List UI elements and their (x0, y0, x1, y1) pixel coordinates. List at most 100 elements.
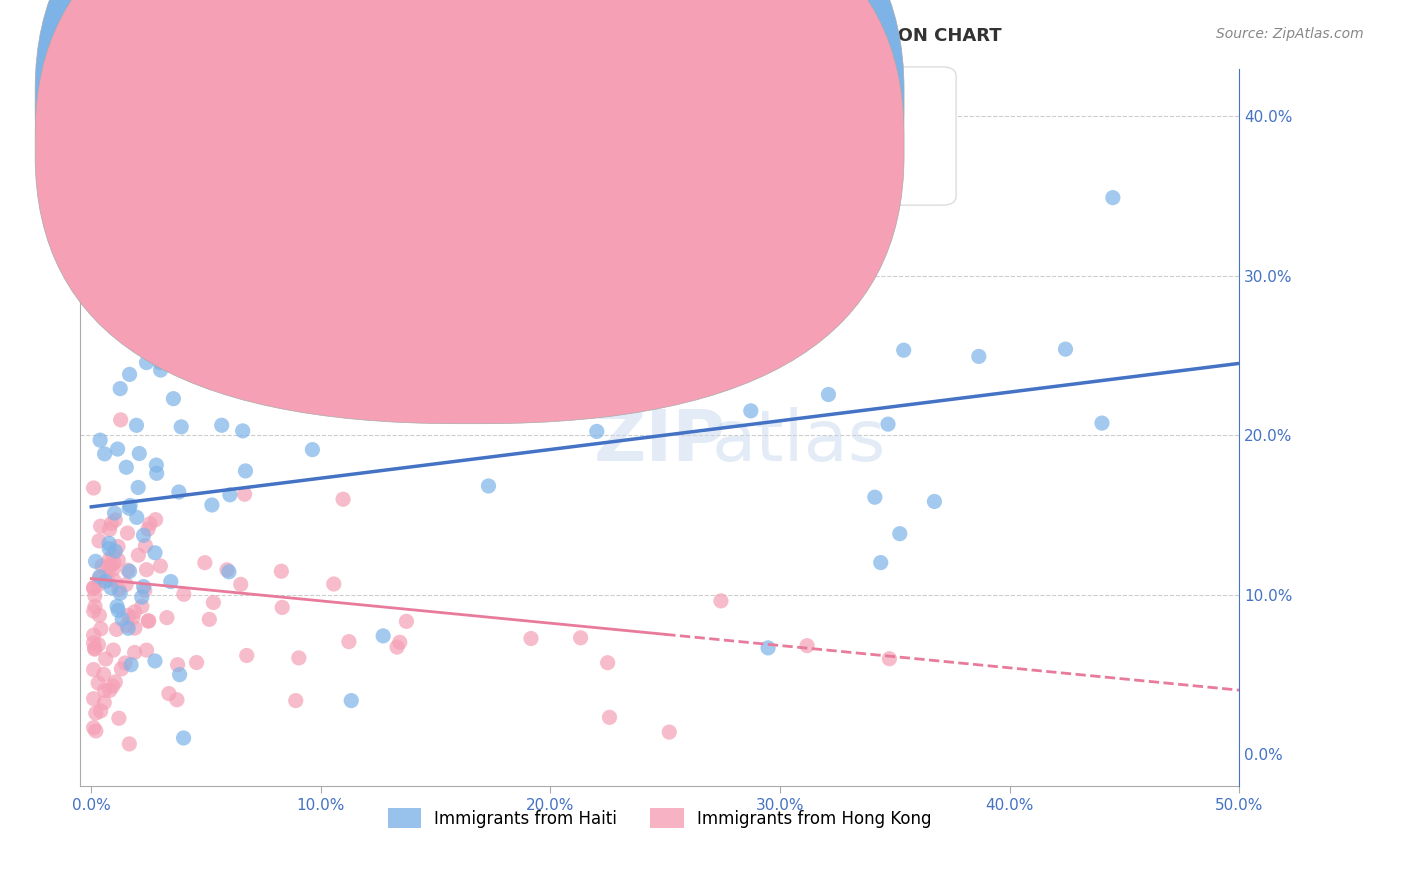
Legend: Immigrants from Haiti, Immigrants from Hong Kong: Immigrants from Haiti, Immigrants from H… (381, 801, 938, 835)
Immigrants from Hong Kong (98, 552, 121, 566)
Immigrants from Hong Kong (288, 651, 311, 665)
Text: IMMIGRANTS FROM HAITI VS IMMIGRANTS FROM HONG KONG POVERTY CORRELATION CHART: IMMIGRANTS FROM HAITI VS IMMIGRANTS FROM… (56, 27, 1002, 45)
Immigrants from Hong Kong (124, 645, 146, 659)
Immigrants from Haiti (110, 586, 132, 600)
Immigrants from Haiti (218, 565, 240, 579)
Immigrants from Haiti (120, 499, 142, 513)
Immigrants from Haiti (127, 480, 149, 494)
Immigrants from Hong Kong (229, 577, 252, 591)
Immigrants from Haiti (131, 590, 153, 604)
Immigrants from Hong Kong (271, 600, 294, 615)
Immigrants from Hong Kong (87, 638, 110, 652)
Immigrants from Haiti (128, 446, 150, 460)
Immigrants from Hong Kong (93, 667, 115, 681)
Immigrants from Haiti (107, 442, 129, 456)
Immigrants from Hong Kong (710, 594, 733, 608)
Immigrants from Haiti (170, 420, 193, 434)
Immigrants from Haiti (135, 197, 157, 211)
Immigrants from Haiti (173, 731, 195, 745)
Immigrants from Hong Kong (194, 556, 217, 570)
Immigrants from Haiti (340, 693, 363, 707)
Immigrants from Hong Kong (124, 621, 146, 635)
Immigrants from Hong Kong (186, 656, 208, 670)
Immigrants from Hong Kong (98, 523, 121, 537)
Immigrants from Hong Kong (87, 577, 110, 591)
Immigrants from Haiti (118, 565, 141, 579)
Immigrants from Hong Kong (83, 642, 105, 657)
Immigrants from Hong Kong (166, 657, 188, 672)
Immigrants from Haiti (169, 336, 191, 351)
Text: R = -0.117  N = 105: R = -0.117 N = 105 (478, 143, 661, 161)
Immigrants from Haiti (162, 392, 184, 406)
Immigrants from Hong Kong (87, 533, 110, 548)
Immigrants from Hong Kong (83, 636, 105, 650)
Immigrants from Hong Kong (322, 577, 344, 591)
Immigrants from Haiti (98, 536, 121, 550)
Immigrants from Hong Kong (105, 623, 128, 637)
Immigrants from Hong Kong (115, 577, 138, 591)
Immigrants from Haiti (477, 479, 499, 493)
Immigrants from Hong Kong (136, 522, 159, 536)
Immigrants from Hong Kong (89, 608, 111, 623)
Immigrants from Haiti (235, 464, 257, 478)
Immigrants from Hong Kong (134, 583, 156, 598)
Immigrants from Hong Kong (134, 539, 156, 553)
Immigrants from Haiti (863, 490, 886, 504)
Immigrants from Haiti (145, 467, 167, 481)
Immigrants from Haiti (89, 433, 111, 447)
Immigrants from Haiti (167, 485, 190, 500)
Text: atlas: atlas (711, 407, 886, 476)
Immigrants from Hong Kong (101, 562, 124, 576)
Immigrants from Hong Kong (598, 710, 620, 724)
Immigrants from Hong Kong (569, 631, 592, 645)
Immigrants from Hong Kong (395, 615, 418, 629)
Immigrants from Hong Kong (198, 612, 221, 626)
Immigrants from Hong Kong (90, 704, 112, 718)
Immigrants from Hong Kong (83, 582, 105, 596)
Immigrants from Haiti (585, 425, 607, 439)
Immigrants from Hong Kong (96, 574, 118, 588)
Immigrants from Hong Kong (115, 618, 138, 632)
Immigrants from Hong Kong (136, 614, 159, 628)
Immigrants from Hong Kong (104, 675, 127, 690)
Immigrants from Haiti (111, 612, 134, 626)
Immigrants from Haiti (120, 305, 142, 319)
Immigrants from Haiti (149, 363, 172, 377)
Immigrants from Haiti (772, 296, 794, 310)
Text: ZIP: ZIP (593, 407, 725, 476)
Immigrants from Hong Kong (131, 599, 153, 614)
Immigrants from Haiti (219, 488, 242, 502)
Immigrants from Haiti (135, 355, 157, 369)
Immigrants from Haiti (117, 621, 139, 635)
Immigrants from Haiti (893, 343, 915, 358)
Immigrants from Hong Kong (84, 723, 107, 738)
Immigrants from Hong Kong (388, 635, 411, 649)
Immigrants from Hong Kong (83, 663, 105, 677)
Immigrants from Haiti (160, 574, 183, 589)
Immigrants from Hong Kong (284, 693, 307, 707)
Immigrants from Hong Kong (83, 589, 105, 603)
Immigrants from Hong Kong (233, 487, 256, 501)
Immigrants from Haiti (107, 603, 129, 617)
Immigrants from Haiti (94, 574, 117, 589)
Immigrants from Hong Kong (90, 519, 112, 533)
Immigrants from Haiti (1091, 416, 1114, 430)
Immigrants from Haiti (877, 417, 900, 432)
Immigrants from Hong Kong (135, 643, 157, 657)
Immigrants from Haiti (373, 629, 395, 643)
Immigrants from Haiti (103, 506, 125, 520)
Immigrants from Haiti (105, 599, 128, 614)
Immigrants from Hong Kong (84, 706, 107, 721)
Immigrants from Hong Kong (107, 540, 129, 554)
Immigrants from Hong Kong (83, 481, 105, 495)
Immigrants from Haiti (756, 640, 779, 655)
Immigrants from Hong Kong (90, 622, 112, 636)
Immigrants from Hong Kong (103, 643, 125, 657)
Immigrants from Hong Kong (114, 656, 136, 670)
Immigrants from Hong Kong (107, 553, 129, 567)
Immigrants from Haiti (115, 460, 138, 475)
Immigrants from Hong Kong (235, 648, 257, 663)
Immigrants from Hong Kong (135, 563, 157, 577)
Immigrants from Hong Kong (93, 683, 115, 698)
Immigrants from Hong Kong (93, 696, 115, 710)
